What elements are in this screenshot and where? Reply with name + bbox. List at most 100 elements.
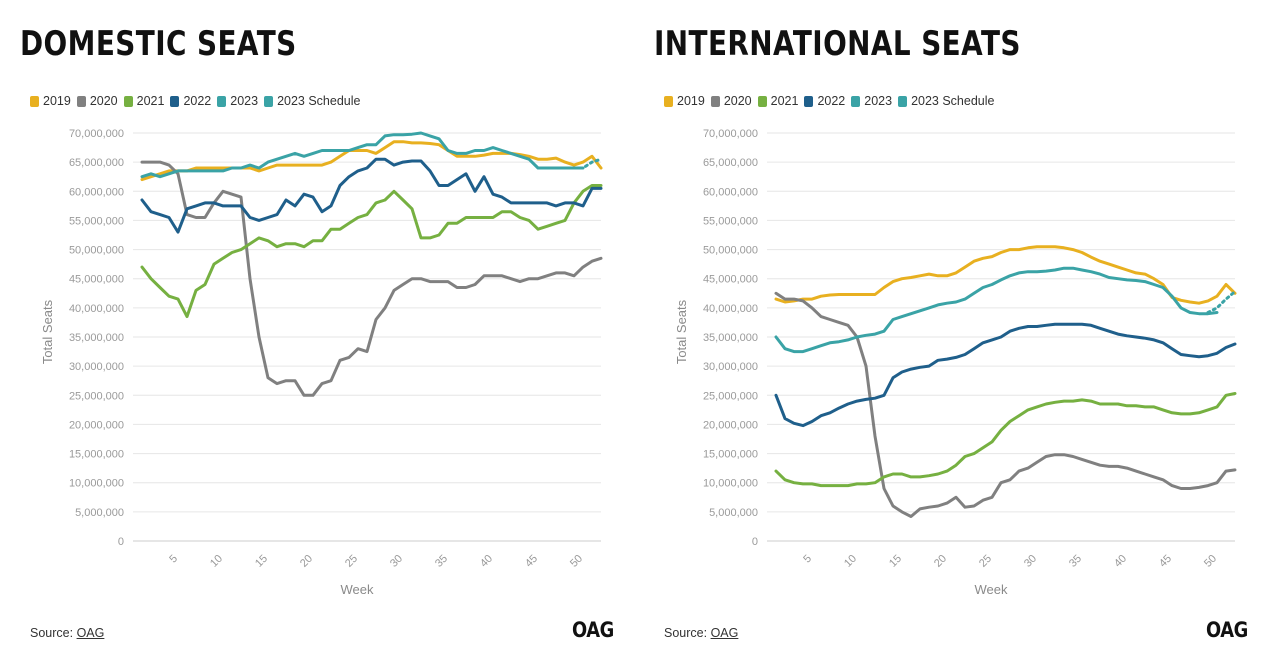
legend-swatch-2023-schedule	[264, 95, 274, 107]
international-xtick-label: 30	[1022, 553, 1039, 570]
international-xtick-label: 20	[932, 553, 949, 570]
international-ytick-label: 25,000,000	[703, 390, 758, 402]
international-xtick-label: 40	[1112, 553, 1129, 570]
domestic-series-2019[interactable]	[140, 140, 603, 182]
source-label: Source:	[30, 626, 74, 640]
international-ytick-label: 10,000,000	[703, 478, 758, 490]
domestic-series-2023[interactable]	[140, 131, 585, 179]
international-panel: INTERNATIONAL SEATS 2019 2020 2021 2022 …	[634, 0, 1274, 666]
legend-label-2020: 2020	[723, 94, 752, 108]
domestic-xtick-label: 25	[343, 553, 360, 570]
international-series-2023-schedule[interactable]	[1206, 290, 1237, 314]
legend-label-2022: 2022	[183, 94, 212, 108]
legend-label-2023: 2023	[864, 94, 893, 108]
legend-item-2023[interactable]: 2023	[217, 94, 258, 108]
international-series-2021[interactable]	[774, 392, 1237, 488]
domestic-ytick-label: 65,000,000	[69, 157, 124, 169]
domestic-x-axis-title: Week	[341, 582, 374, 597]
international-series-2019[interactable]	[774, 245, 1237, 305]
legend-item-2021[interactable]: 2021	[757, 94, 799, 108]
domestic-ytick-label: 45,000,000	[69, 274, 124, 286]
legend-label-2023-schedule: 2023 Schedule	[277, 94, 361, 108]
legend-item-2021[interactable]: 2021	[123, 94, 164, 108]
domestic-xtick-label: 35	[433, 553, 450, 570]
international-source: Source: OAG	[664, 626, 738, 640]
international-ytick-label: 65,000,000	[703, 157, 758, 169]
international-ytick-label: 50,000,000	[703, 245, 758, 257]
domestic-panel: DOMESTIC SEATS 2019 2020 2021 2022 2023 …	[20, 24, 614, 642]
legend-label-2021: 2021	[770, 94, 799, 108]
legend-label-2022: 2022	[817, 94, 846, 108]
international-chart: 0 5,000,000 10,000,000 15,000,000 20,000,000…	[674, 128, 1237, 597]
international-xtick-label: 5	[801, 553, 814, 566]
legend-item-2023-schedule[interactable]: 2023 Schedule	[898, 94, 994, 108]
international-xtick-label: 35	[1067, 553, 1084, 570]
legend-swatch-2022	[804, 95, 814, 107]
international-xtick-label: 50	[1202, 553, 1219, 570]
legend-swatch-2021	[757, 95, 767, 107]
domestic-chart: 0 5,000,000 10,000,000 15,000,000 20,000,000…	[40, 128, 603, 597]
legend-item-2023-schedule[interactable]: 2023 Schedule	[264, 94, 360, 108]
source-link[interactable]: OAG	[76, 626, 105, 640]
international-ytick-label: 60,000,000	[703, 186, 758, 198]
domestic-xtick-label: 40	[478, 553, 495, 570]
legend-item-2020[interactable]: 2020	[710, 94, 752, 108]
legend-item-2020[interactable]: 2020	[76, 94, 118, 108]
international-xtick-label: 25	[977, 553, 994, 570]
international-ytick-label: 70,000,000	[703, 128, 758, 140]
domestic-ytick-label: 35,000,000	[69, 332, 124, 344]
international-ytick-label: 20,000,000	[703, 419, 758, 431]
international-ytick-label: 30,000,000	[703, 361, 758, 373]
legend-label-2019: 2019	[43, 94, 71, 108]
international-series-2020[interactable]	[774, 291, 1237, 518]
international-series-2022[interactable]	[774, 322, 1237, 428]
domestic-series-2023-schedule[interactable]	[572, 157, 603, 170]
international-ytick-label: 45,000,000	[703, 274, 758, 286]
international-legend: 2019 2020 2021 2022 2023 2023 Schedule	[664, 94, 994, 108]
international-ytick-label: 55,000,000	[703, 215, 758, 227]
legend-swatch-2023	[217, 95, 227, 107]
legend-swatch-2023-schedule	[898, 95, 908, 107]
legend-item-2022[interactable]: 2022	[170, 94, 211, 108]
domestic-xtick-label: 5	[167, 553, 180, 566]
domestic-series-2020[interactable]	[140, 160, 603, 397]
domestic-title: DOMESTIC SEATS	[20, 24, 297, 64]
domestic-ytick-label: 5,000,000	[75, 507, 124, 519]
legend-item-2023[interactable]: 2023	[851, 94, 892, 108]
legend-label-2023: 2023	[230, 94, 259, 108]
international-x-axis-title: Week	[975, 582, 1008, 597]
domestic-ytick-label: 60,000,000	[69, 186, 124, 198]
domestic-xtick-label: 20	[298, 553, 315, 570]
legend-item-2022[interactable]: 2022	[804, 94, 845, 108]
international-ytick-label: 15,000,000	[703, 449, 758, 461]
legend-item-2019[interactable]: 2019	[30, 94, 71, 108]
legend-swatch-2023	[851, 95, 861, 107]
legend-swatch-2020	[710, 95, 720, 107]
international-series-2023[interactable]	[774, 266, 1219, 354]
domestic-ytick-label: 0	[118, 536, 124, 548]
international-ytick-label: 0	[752, 536, 758, 548]
international-xtick-label: 45	[1157, 553, 1174, 570]
legend-item-2019[interactable]: 2019	[664, 94, 705, 108]
domestic-ytick-label: 40,000,000	[69, 303, 124, 315]
international-ytick-label: 35,000,000	[703, 332, 758, 344]
legend-swatch-2021	[123, 95, 133, 107]
oag-logo: OAG	[1206, 618, 1248, 642]
source-link[interactable]: OAG	[710, 626, 739, 640]
source-label: Source:	[664, 626, 708, 640]
legend-label-2023-schedule: 2023 Schedule	[911, 94, 995, 108]
domestic-xtick-label: 45	[523, 553, 540, 570]
domestic-ytick-label: 55,000,000	[69, 215, 124, 227]
domestic-xtick-label: 15	[253, 553, 270, 570]
domestic-series-2021[interactable]	[140, 184, 603, 319]
international-y-axis-title: Total Seats	[674, 299, 689, 364]
domestic-series-2022[interactable]	[140, 157, 603, 234]
domestic-source: Source: OAG	[30, 626, 104, 640]
domestic-ytick-label: 20,000,000	[69, 419, 124, 431]
domestic-xtick-label: 10	[208, 553, 225, 570]
domestic-xtick-label: 50	[568, 553, 585, 570]
legend-swatch-2020	[76, 95, 86, 107]
domestic-y-axis-title: Total Seats	[40, 299, 55, 364]
domestic-ytick-label: 70,000,000	[69, 128, 124, 140]
domestic-ytick-label: 50,000,000	[69, 245, 124, 257]
